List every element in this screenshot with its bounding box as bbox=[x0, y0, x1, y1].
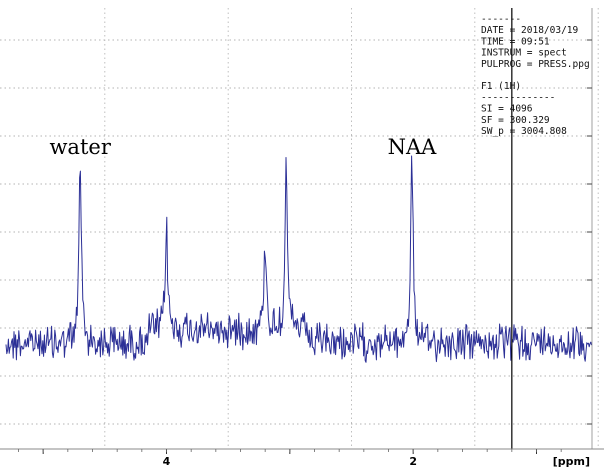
parameter-line: F1 (1H) bbox=[481, 81, 521, 92]
peak-annotation: NAA bbox=[388, 135, 438, 159]
x-tick-label: 2 bbox=[409, 455, 417, 468]
parameter-line: SF = 300.329 bbox=[481, 115, 550, 126]
parameter-line: TIME = 09:51 bbox=[481, 36, 550, 47]
parameter-line: PULPROG = PRESS.ppg bbox=[481, 59, 590, 70]
parameter-line: INSTRUM = spect bbox=[481, 48, 567, 59]
spectrum-series-line bbox=[5, 155, 593, 363]
parameter-line: SW_p = 3004.808 bbox=[481, 126, 567, 137]
parameter-line: DATE = 2018/03/19 bbox=[481, 25, 579, 36]
parameter-line: ------- bbox=[481, 14, 521, 25]
x-tick-label: 4 bbox=[163, 455, 171, 468]
peak-annotations: water NAA bbox=[49, 135, 437, 159]
grid-lines bbox=[0, 8, 599, 449]
x-axis-label: [ppm] bbox=[553, 455, 590, 468]
parameter-line: SI = 4096 bbox=[481, 104, 533, 115]
right-axis-ticks bbox=[587, 8, 593, 449]
parameter-line: ------------- bbox=[481, 92, 555, 103]
peak-annotation: water bbox=[49, 135, 111, 159]
